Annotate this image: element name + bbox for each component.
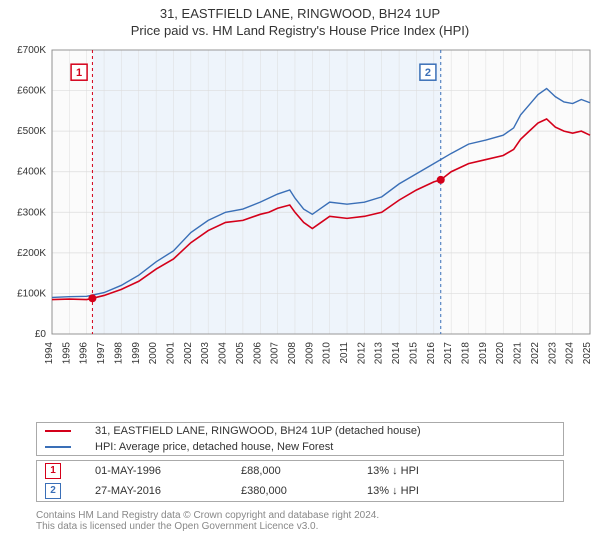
legend-marker-price: £88,000	[233, 461, 359, 482]
x-tick-label: 1999	[131, 342, 142, 365]
chart-title: 31, EASTFIELD LANE, RINGWOOD, BH24 1UP	[0, 6, 600, 21]
x-tick-label: 2007	[270, 342, 281, 365]
x-tick-label: 2018	[461, 342, 472, 365]
chart-area: £0 £100K £200K £300K £400K £500K £600K £700K 199…	[0, 38, 600, 418]
y-tick-label: £400K	[17, 167, 46, 178]
legend-marker-date: 27-MAY-2016	[87, 481, 233, 502]
x-tick-label: 1995	[61, 342, 72, 365]
legend-marker-row: 1 01-MAY-1996£88,00013% ↓ HPI	[37, 461, 564, 482]
x-tick-label: 2022	[530, 342, 541, 365]
x-tick-label: 2010	[322, 342, 333, 365]
x-tick-label: 2021	[513, 342, 524, 365]
footnote: Contains HM Land Registry data © Crown c…	[0, 508, 600, 538]
x-tick-label: 2017	[443, 342, 454, 365]
legend-marker-price: £380,000	[233, 481, 359, 502]
x-tick-label: 1998	[113, 342, 124, 365]
legend-series-row: HPI: Average price, detached house, New …	[37, 439, 564, 456]
x-tick-label: 2008	[287, 342, 298, 365]
legend-marker-hpi: 13% ↓ HPI	[359, 481, 564, 502]
x-tick-label: 2020	[495, 342, 506, 365]
line-chart: £0 £100K £200K £300K £400K £500K £600K £700K 199…	[0, 38, 600, 418]
legend-marker-hpi: 13% ↓ HPI	[359, 461, 564, 482]
legend-marker-row: 2 27-MAY-2016£380,00013% ↓ HPI	[37, 481, 564, 502]
y-tick-label: £700K	[17, 45, 46, 56]
x-tick-label: 2025	[582, 342, 593, 365]
x-tick-label: 2002	[183, 342, 194, 365]
x-tick-label: 2001	[165, 342, 176, 365]
marker-dot	[437, 176, 445, 184]
x-tick-label: 2013	[374, 342, 385, 365]
x-tick-label: 2004	[218, 342, 229, 365]
legend-marker-box: 1	[45, 463, 61, 479]
footnote-line-1: Contains HM Land Registry data © Crown c…	[36, 510, 564, 521]
x-tick-label: 2005	[235, 342, 246, 365]
x-tick-label: 2000	[148, 342, 159, 365]
legend-series-row: 31, EASTFIELD LANE, RINGWOOD, BH24 1UP (…	[37, 423, 564, 440]
x-tick-label: 2015	[408, 342, 419, 365]
legend-marker-date: 01-MAY-1996	[87, 461, 233, 482]
y-tick-label: £200K	[17, 248, 46, 259]
x-tick-label: 2019	[478, 342, 489, 365]
legend-series-label: HPI: Average price, detached house, New …	[87, 439, 564, 456]
legend-swatch	[45, 430, 71, 432]
x-tick-label: 1997	[96, 342, 107, 365]
x-tick-label: 2023	[547, 342, 558, 365]
x-tick-label: 2024	[565, 342, 576, 365]
legend-series: 31, EASTFIELD LANE, RINGWOOD, BH24 1UP (…	[36, 422, 564, 456]
y-tick-label: £100K	[17, 288, 46, 299]
x-tick-label: 2011	[339, 342, 350, 364]
marker-box-label: 1	[76, 67, 82, 79]
x-tick-label: 1996	[79, 342, 90, 365]
marker-dot	[88, 294, 96, 302]
x-tick-label: 2014	[391, 342, 402, 365]
chart-subtitle: Price paid vs. HM Land Registry's House …	[0, 23, 600, 38]
x-tick-label: 1994	[44, 342, 55, 365]
x-tick-label: 2003	[200, 342, 211, 365]
legend-series-label: 31, EASTFIELD LANE, RINGWOOD, BH24 1UP (…	[87, 423, 564, 440]
legend-marker-box: 2	[45, 483, 61, 499]
x-tick-label: 2009	[304, 342, 315, 365]
marker-box-label: 2	[425, 67, 431, 79]
x-tick-label: 2006	[252, 342, 263, 365]
legend-swatch	[45, 446, 71, 448]
legend-markers: 1 01-MAY-1996£88,00013% ↓ HPI 2 27-MAY-2016…	[36, 460, 564, 502]
y-tick-label: £600K	[17, 86, 46, 97]
x-tick-label: 2012	[356, 342, 367, 365]
footnote-line-2: This data is licensed under the Open Gov…	[36, 521, 564, 532]
y-tick-label: £0	[35, 329, 47, 340]
y-tick-label: £500K	[17, 126, 46, 137]
x-tick-label: 2016	[426, 342, 437, 365]
y-tick-label: £300K	[17, 207, 46, 218]
